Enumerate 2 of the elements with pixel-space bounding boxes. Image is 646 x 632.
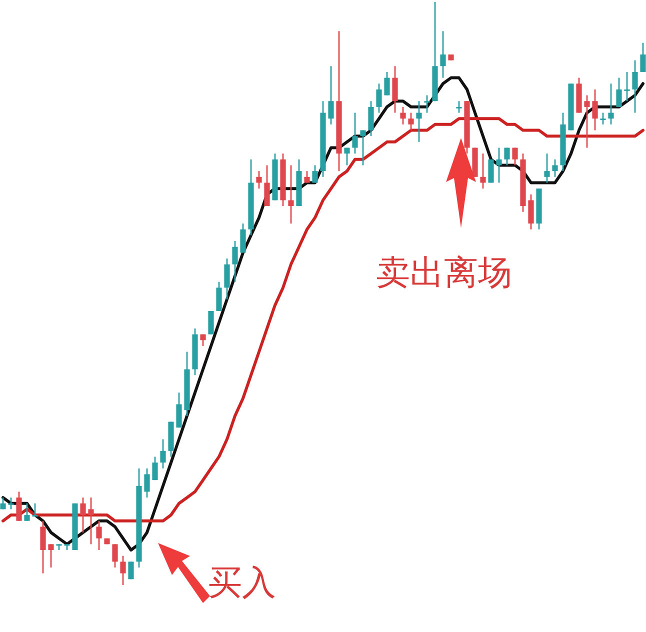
annotation: 卖出离场 — [376, 253, 512, 293]
annotation: 买入 — [208, 563, 276, 603]
